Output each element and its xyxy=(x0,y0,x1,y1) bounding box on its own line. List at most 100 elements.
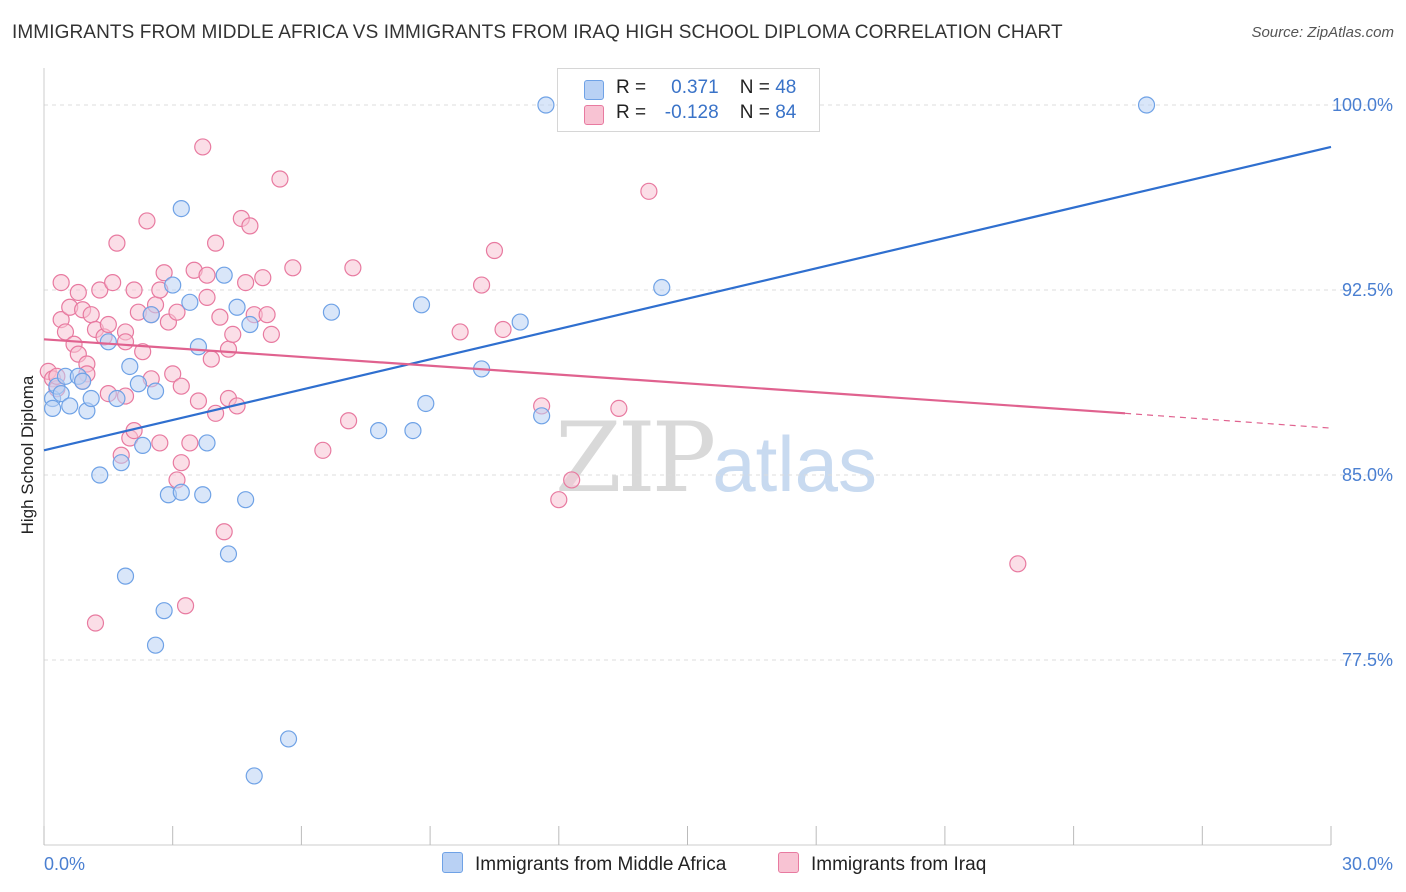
bottom-legend-swatch-middle-africa xyxy=(442,852,463,873)
point-iraq xyxy=(563,471,581,489)
y-tick-label: 85.0% xyxy=(1342,465,1393,485)
trendline-iraq xyxy=(43,338,1126,415)
point-iraq xyxy=(254,269,272,287)
legend-r-value-iraq: -0.128 xyxy=(664,102,719,123)
bottom-legend-iraq: Immigrants from Iraq xyxy=(778,852,986,876)
point-middle-africa xyxy=(412,296,431,314)
watermark: ZIPatlas xyxy=(555,402,877,514)
point-iraq xyxy=(181,434,199,452)
point-middle-africa xyxy=(134,436,152,454)
point-iraq xyxy=(451,323,469,341)
legend-n-value-iraq: 84 xyxy=(775,102,797,123)
point-middle-africa xyxy=(112,454,130,472)
point-iraq xyxy=(485,241,504,260)
point-middle-africa xyxy=(511,313,529,331)
point-iraq xyxy=(82,306,100,324)
point-middle-africa xyxy=(198,434,216,452)
point-middle-africa xyxy=(61,397,79,415)
y-tick-label: 100.0% xyxy=(1332,95,1393,115)
point-iraq xyxy=(155,264,173,282)
point-middle-africa xyxy=(279,730,298,748)
point-middle-africa xyxy=(172,483,190,501)
point-middle-africa xyxy=(82,389,100,408)
point-middle-africa xyxy=(219,545,238,563)
point-middle-africa xyxy=(228,298,246,316)
point-iraq xyxy=(215,523,233,541)
point-middle-africa xyxy=(99,333,117,351)
point-iraq xyxy=(194,138,212,156)
point-iraq xyxy=(172,454,190,472)
point-middle-africa xyxy=(194,486,212,504)
point-iraq xyxy=(198,266,216,284)
trendline-middle-africa xyxy=(43,145,1332,452)
point-middle-africa xyxy=(215,266,233,284)
legend: R = 0.371 N = 48 R = -0.128 N = 84 xyxy=(557,68,820,132)
point-iraq xyxy=(207,234,225,252)
y-tick-label: 77.5% xyxy=(1342,650,1393,670)
source-label: Source: ZipAtlas.com xyxy=(1251,24,1394,41)
point-iraq xyxy=(172,377,190,395)
point-middle-africa xyxy=(164,276,182,294)
point-iraq xyxy=(52,274,70,292)
chart-title: IMMIGRANTS FROM MIDDLE AFRICA VS IMMIGRA… xyxy=(12,22,1063,43)
point-middle-africa xyxy=(43,399,62,417)
legend-swatch-middle-africa xyxy=(584,80,604,100)
point-iraq xyxy=(202,350,220,368)
point-middle-africa xyxy=(653,278,671,297)
y-tick-label: 92.5% xyxy=(1342,280,1393,300)
point-middle-africa xyxy=(1137,96,1156,114)
point-iraq xyxy=(104,274,122,292)
watermark-zip: ZIP xyxy=(555,402,716,514)
point-iraq xyxy=(86,614,105,632)
point-iraq xyxy=(211,308,229,326)
point-iraq xyxy=(610,399,628,417)
point-iraq xyxy=(1009,555,1027,573)
legend-n-label: N = xyxy=(739,102,770,123)
trendline-iraq-extension xyxy=(1125,412,1332,429)
point-iraq xyxy=(219,340,238,358)
watermark-atlas: atlas xyxy=(712,420,877,508)
point-iraq xyxy=(271,170,289,188)
point-iraq xyxy=(168,303,186,321)
point-middle-africa xyxy=(537,96,555,114)
point-middle-africa xyxy=(121,357,139,376)
legend-swatch-iraq xyxy=(584,105,604,125)
point-iraq xyxy=(258,306,276,324)
point-middle-africa xyxy=(129,375,147,393)
point-iraq xyxy=(640,182,658,200)
point-middle-africa xyxy=(417,394,435,413)
point-middle-africa xyxy=(142,306,160,324)
point-middle-africa xyxy=(74,372,92,390)
point-iraq xyxy=(494,320,512,339)
point-iraq xyxy=(151,434,169,452)
point-iraq xyxy=(284,259,302,277)
point-iraq xyxy=(99,315,117,334)
bottom-legend-swatch-iraq xyxy=(778,852,799,873)
bottom-legend-label-middle-africa: Immigrants from Middle Africa xyxy=(475,854,727,875)
legend-n-label: N = xyxy=(739,77,770,98)
bottom-legend-middle-africa: Immigrants from Middle Africa xyxy=(442,852,726,876)
point-middle-africa xyxy=(533,407,551,425)
legend-n-value-middle-africa: 48 xyxy=(775,77,797,98)
point-iraq xyxy=(91,281,109,299)
point-iraq xyxy=(314,441,332,459)
point-middle-africa xyxy=(108,389,126,408)
point-middle-africa xyxy=(189,338,208,356)
point-iraq xyxy=(134,343,152,361)
point-middle-africa xyxy=(245,767,263,785)
legend-r-label: R = xyxy=(616,77,647,98)
point-iraq xyxy=(550,491,568,509)
point-middle-africa xyxy=(52,385,70,403)
x-tick-label: 30.0% xyxy=(1342,854,1393,874)
point-iraq xyxy=(69,283,87,302)
point-iraq xyxy=(125,281,143,299)
point-middle-africa xyxy=(172,200,190,218)
point-middle-africa xyxy=(146,636,165,654)
point-iraq xyxy=(241,217,259,235)
point-middle-africa xyxy=(237,491,255,509)
point-middle-africa xyxy=(116,567,135,585)
point-iraq xyxy=(189,392,208,410)
point-iraq xyxy=(344,259,362,277)
point-iraq xyxy=(176,597,195,615)
point-iraq xyxy=(237,274,255,292)
